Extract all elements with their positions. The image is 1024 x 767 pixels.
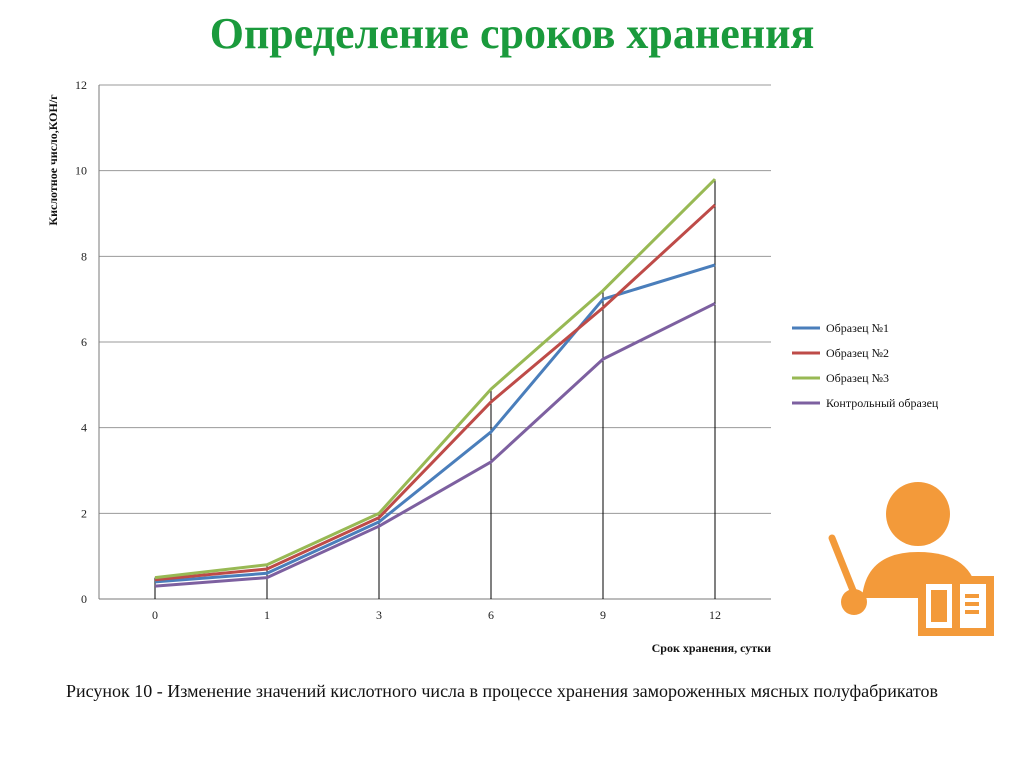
y-tick-label: 8 (81, 249, 87, 263)
series-line-4 (154, 302, 716, 588)
teacher-with-pointer-and-book-icon (828, 482, 994, 636)
series-line-1 (154, 263, 716, 584)
x-tick-label: 9 (600, 608, 606, 622)
y-tick-label: 12 (75, 78, 87, 92)
series-line-2 (154, 203, 717, 582)
legend-label: Образец №1 (826, 321, 889, 335)
y-tick-label: 0 (81, 592, 87, 606)
x-tick-label: 3 (376, 608, 382, 622)
y-tick-label: 4 (81, 421, 87, 435)
legend-label: Образец №3 (826, 371, 889, 385)
slide-title: Определение сроков хранения (209, 9, 815, 58)
legend-label: Образец №2 (826, 346, 889, 360)
x-axis-label: Срок хранения, сутки (652, 641, 771, 655)
y-tick-label: 10 (75, 164, 87, 178)
legend-label: Контрольный образец (826, 396, 939, 410)
y-tick-label: 6 (81, 335, 87, 349)
y-tick-label: 2 (81, 506, 87, 520)
x-tick-label: 0 (152, 608, 158, 622)
x-tick-label: 1 (264, 608, 270, 622)
x-tick-label: 12 (709, 608, 721, 622)
x-tick-label: 6 (488, 608, 494, 622)
y-axis-label: Кислотное число,КОН/г (46, 94, 60, 226)
series-line-3 (154, 178, 717, 580)
figure-caption: Рисунок 10 - Изменение значений кислотно… (66, 681, 939, 701)
